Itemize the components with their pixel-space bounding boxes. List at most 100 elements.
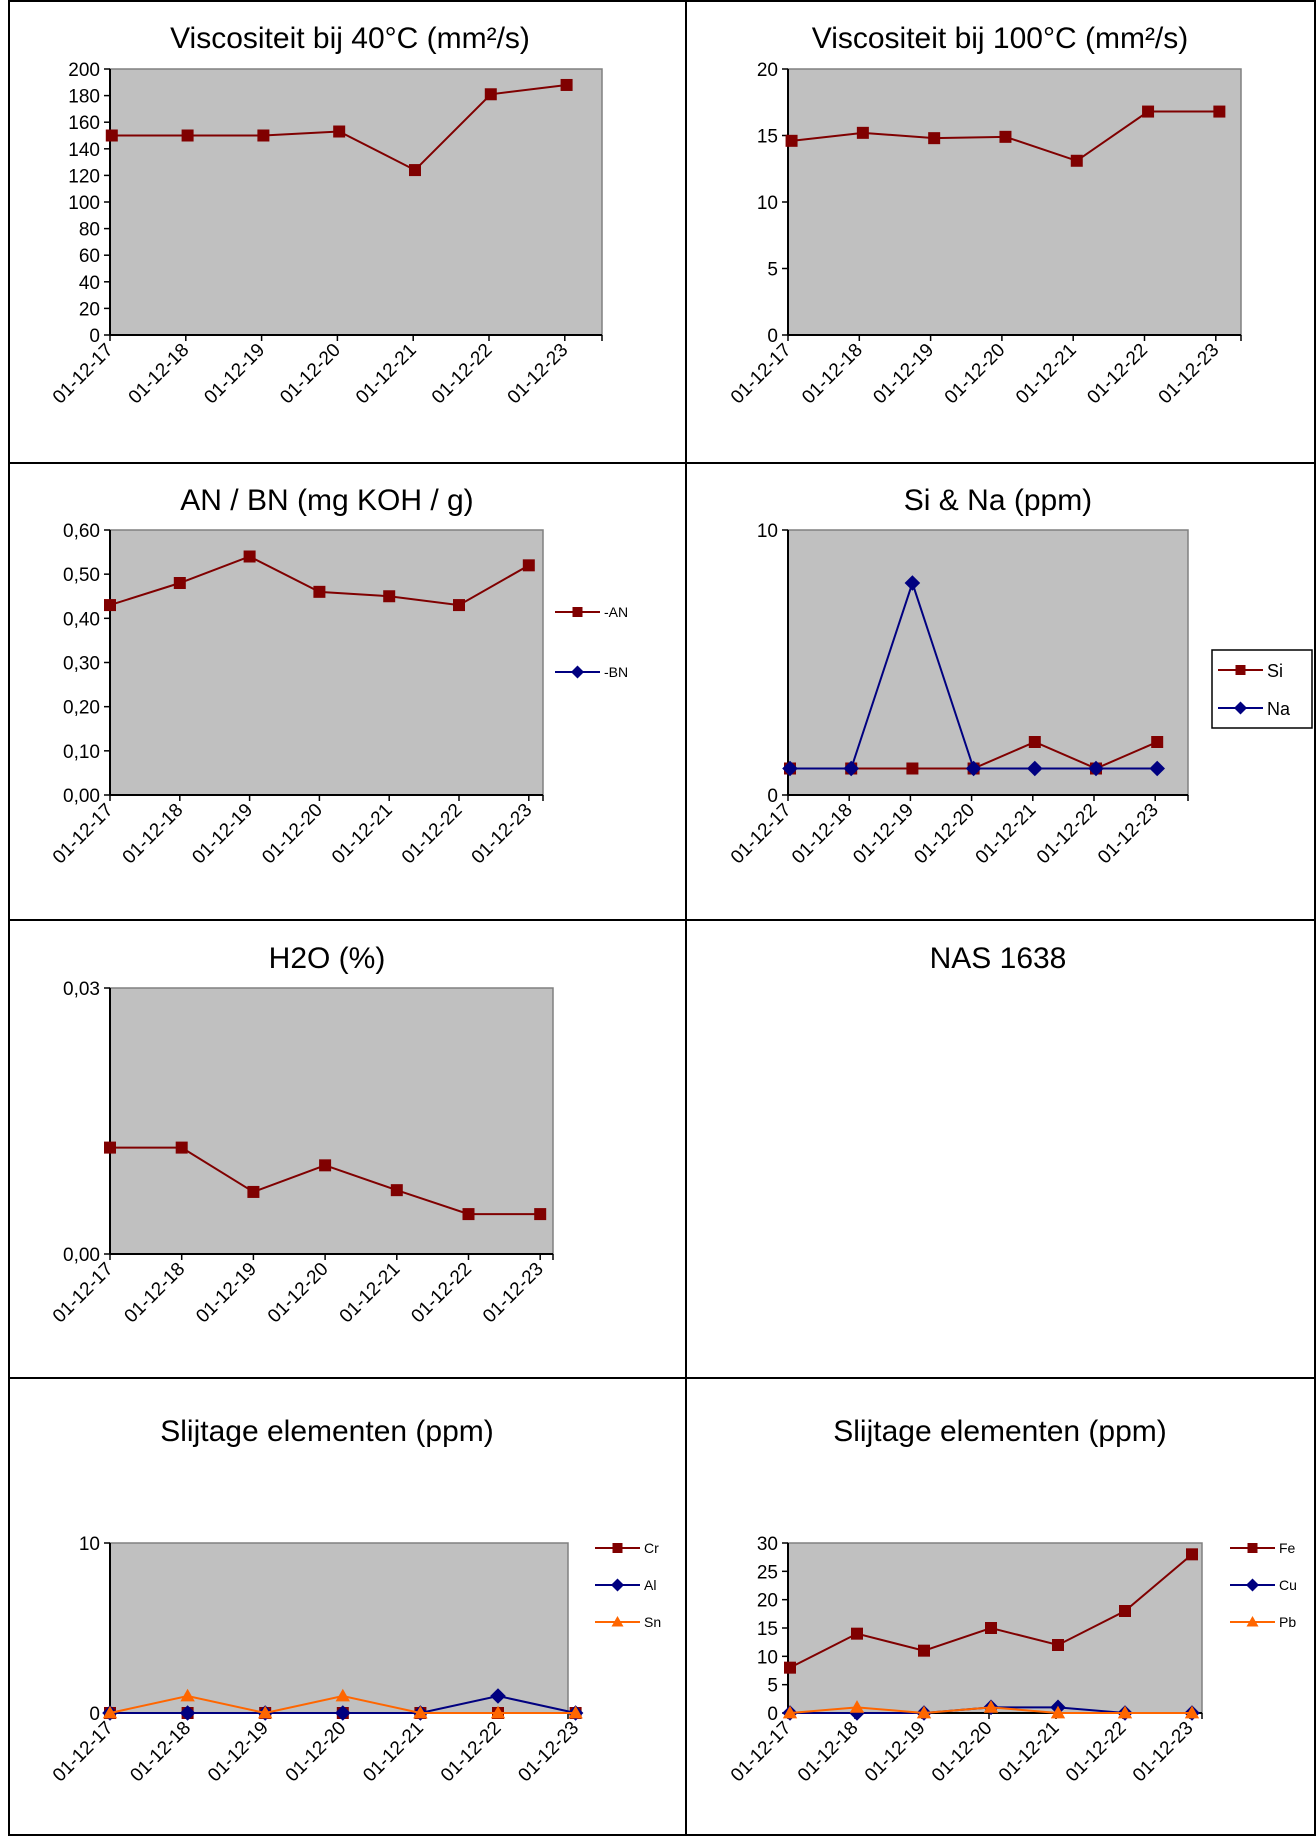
x-tick-label: 01-12-17 bbox=[49, 800, 118, 869]
y-tick-label: 180 bbox=[68, 87, 100, 108]
x-tick-label: 01-12-21 bbox=[352, 340, 421, 409]
data-point bbox=[1117, 1705, 1133, 1719]
plot-area bbox=[787, 529, 1189, 796]
data-point bbox=[484, 88, 497, 101]
y-tick-label: 0 bbox=[767, 1704, 778, 1725]
x-tick-label: 01-12-19 bbox=[870, 340, 939, 409]
y-tick-label: 0 bbox=[89, 1704, 100, 1725]
x-tick-label: 01-12-23 bbox=[1155, 340, 1224, 409]
data-point bbox=[1151, 736, 1164, 748]
y-tick-label: 0,00 bbox=[63, 1245, 100, 1266]
x-tick-label: 01-12-20 bbox=[911, 800, 980, 869]
legend-marker bbox=[1246, 1578, 1259, 1592]
data-point bbox=[313, 585, 326, 598]
x-tick-label: 01-12-20 bbox=[941, 340, 1010, 409]
legend-label: Na bbox=[1267, 699, 1291, 719]
x-tick-label: 01-12-22 bbox=[1062, 1718, 1131, 1787]
y-tick-label: 20 bbox=[757, 60, 778, 81]
y-tick-label: 160 bbox=[68, 113, 100, 134]
x-tick-label: 01-12-18 bbox=[119, 800, 188, 869]
panel-title-sina: Si & Na (ppm) bbox=[904, 484, 1092, 517]
data-point bbox=[1142, 105, 1155, 118]
y-tick-label: 30 bbox=[757, 1534, 778, 1555]
x-tick-label: 01-12-19 bbox=[192, 1259, 261, 1328]
y-tick-label: 15 bbox=[757, 1619, 778, 1640]
data-point bbox=[985, 1622, 997, 1634]
legend-label: Si bbox=[1267, 661, 1283, 681]
data-point bbox=[173, 577, 186, 589]
legend-marker bbox=[612, 1543, 623, 1553]
data-point bbox=[851, 1627, 863, 1640]
plot-area bbox=[109, 529, 544, 796]
data-point bbox=[243, 550, 256, 563]
data-point bbox=[782, 1705, 798, 1719]
x-tick-label: 01-12-17 bbox=[49, 1259, 118, 1328]
x-tick-label: 01-12-21 bbox=[328, 800, 397, 869]
y-tick-label: 10 bbox=[757, 193, 778, 214]
data-point bbox=[1119, 1605, 1131, 1617]
y-tick-label: 10 bbox=[757, 1647, 778, 1668]
data-point bbox=[335, 1705, 351, 1721]
y-tick-label: 5 bbox=[767, 260, 778, 281]
data-point bbox=[333, 125, 346, 138]
data-point bbox=[462, 1208, 475, 1221]
y-tick-label: 20 bbox=[79, 299, 100, 320]
x-tick-label: 01-12-20 bbox=[928, 1718, 997, 1787]
legend-marker bbox=[571, 665, 584, 679]
panel-title-wear-2: Slijtage elementen (ppm) bbox=[833, 1415, 1167, 1448]
x-tick-label: 01-12-21 bbox=[1012, 340, 1081, 409]
data-point bbox=[849, 1700, 865, 1713]
chart-5: 0,00 0,03 01-12-17 01-12-18 01-12-19 01-12-20… bbox=[49, 979, 554, 1328]
y-tick-label: 0,10 bbox=[63, 742, 100, 763]
data-point bbox=[534, 1208, 547, 1221]
x-tick-label: 01-12-17 bbox=[49, 340, 118, 409]
x-tick-label: 01-12-17 bbox=[727, 340, 796, 409]
data-point bbox=[918, 1644, 930, 1657]
panel-title-anbn: AN / BN (mg KOH / g) bbox=[180, 484, 473, 517]
legend-marker bbox=[1246, 1616, 1259, 1627]
legend-box bbox=[1211, 649, 1313, 729]
data-point bbox=[983, 1700, 999, 1713]
data-point bbox=[843, 760, 859, 777]
x-tick-label: 01-12-19 bbox=[204, 1718, 273, 1787]
x-tick-label: 01-12-22 bbox=[1033, 800, 1102, 869]
data-point bbox=[999, 130, 1012, 143]
data-point bbox=[849, 1705, 865, 1721]
x-tick-label: 01-12-23 bbox=[479, 1259, 548, 1328]
y-tick-label: 40 bbox=[79, 273, 100, 294]
chart-4: 01001-12-1701-12-1801-12-1901-12-2001-12… bbox=[727, 521, 1313, 869]
data-point bbox=[1028, 736, 1041, 748]
y-tick-label: 10 bbox=[79, 1534, 100, 1555]
x-tick-label: 01-12-23 bbox=[504, 340, 573, 409]
data-point bbox=[568, 1705, 583, 1719]
y-tick-label: 10 bbox=[757, 521, 778, 542]
y-tick-label: 0 bbox=[767, 786, 778, 807]
x-tick-label: 01-12-22 bbox=[428, 340, 497, 409]
y-tick-label: 80 bbox=[79, 220, 100, 241]
y-tick-label: 140 bbox=[68, 140, 100, 161]
legend-marker bbox=[1247, 1543, 1258, 1553]
data-point bbox=[335, 1688, 350, 1702]
x-tick-label: 01-12-17 bbox=[727, 1718, 796, 1787]
x-tick-label: 01-12-18 bbox=[125, 340, 194, 409]
data-point bbox=[413, 1705, 428, 1719]
data-point bbox=[1050, 1705, 1066, 1719]
x-tick-label: 01-12-18 bbox=[798, 340, 867, 409]
x-tick-label: 01-12-22 bbox=[398, 800, 467, 869]
y-tick-label: 0,50 bbox=[63, 565, 100, 586]
legend-label: Cu bbox=[1279, 1577, 1297, 1593]
data-point bbox=[453, 599, 465, 612]
data-point bbox=[560, 78, 573, 91]
legend-label: -AN bbox=[604, 604, 628, 620]
y-tick-label: 5 bbox=[767, 1676, 778, 1697]
x-tick-label: 01-12-21 bbox=[336, 1259, 405, 1328]
y-tick-label: 15 bbox=[757, 127, 778, 148]
y-tick-label: 0,30 bbox=[63, 654, 100, 675]
x-tick-label: 01-12-22 bbox=[437, 1718, 506, 1787]
legend-marker bbox=[1235, 665, 1246, 675]
plot-area bbox=[109, 1542, 569, 1714]
